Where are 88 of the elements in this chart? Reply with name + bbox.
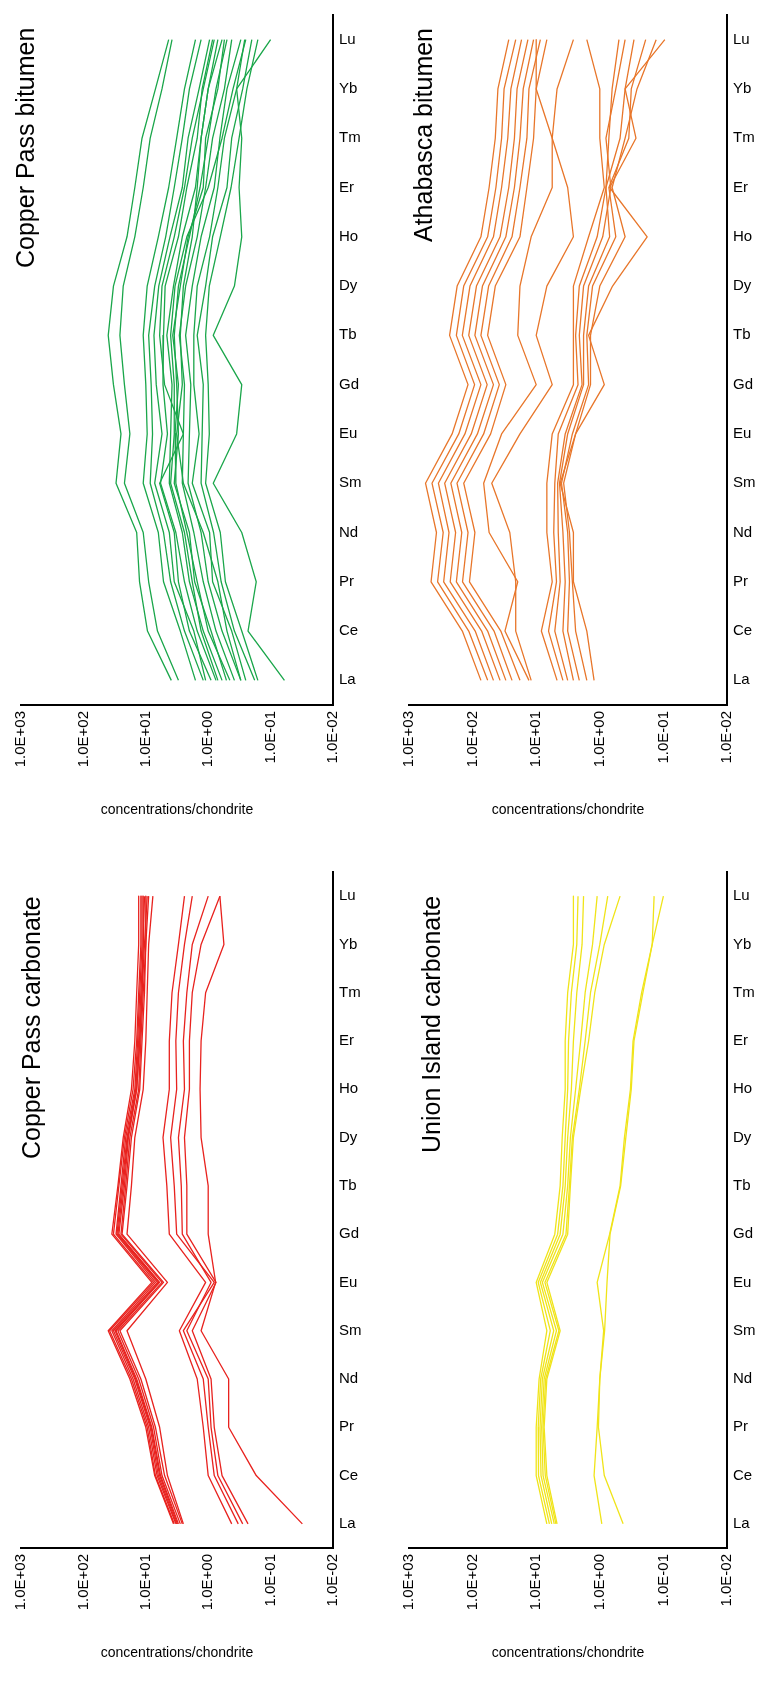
y-tick-label: Yb: [733, 79, 752, 97]
y-tick-label: Pr: [733, 571, 748, 589]
x-axis-title: concentrations/chondrite: [100, 1644, 254, 1661]
x-tick-label: 1.0E+00: [198, 711, 216, 768]
y-tick-label: Tm: [339, 128, 361, 146]
y-tick-label: Pr: [339, 571, 354, 589]
y-tick-label: Ce: [339, 621, 359, 639]
y-tick-label: Dy: [339, 1127, 358, 1145]
x-tick-label: 1.0E-02: [323, 711, 341, 764]
y-tick-label: Eu: [339, 424, 358, 442]
x-tick-label: 1.0E+03: [11, 711, 29, 768]
y-tick-label: Tb: [339, 325, 357, 343]
y-tick-label: Ce: [339, 1465, 359, 1483]
y-tick-label: Yb: [733, 934, 752, 952]
y-tick-label: Dy: [733, 276, 752, 294]
x-axis-title: concentrations/chondrite: [100, 801, 254, 818]
y-tick-label: Ho: [733, 226, 753, 244]
x-tick-label: 1.0E+01: [526, 1554, 544, 1611]
y-tick-label: Eu: [339, 1272, 358, 1290]
x-tick-label: 1.0E+02: [73, 1554, 91, 1611]
y-tick-label: Tm: [733, 982, 755, 1000]
y-tick-label: Tm: [733, 128, 755, 146]
y-tick-label: Nd: [733, 522, 753, 540]
y-tick-label: Ce: [733, 621, 753, 639]
y-tick-label: La: [733, 670, 751, 688]
y-tick-label: Er: [339, 177, 354, 195]
y-tick-label: Eu: [733, 424, 752, 442]
y-tick-label: Tb: [339, 1176, 357, 1193]
x-tick-label: 1.0E+03: [399, 711, 417, 768]
y-tick-label: Sm: [733, 473, 756, 491]
x-tick-label: 1.0E+00: [589, 1554, 607, 1611]
x-tick-label: 1.0E-01: [653, 711, 671, 764]
y-tick-label: Dy: [733, 1127, 752, 1145]
text: Copper Pass carbonate: [16, 896, 45, 1159]
y-tick-label: Dy: [339, 276, 358, 294]
y-tick-label: Pr: [733, 1417, 748, 1435]
x-tick-label: 1.0E+02: [462, 711, 480, 768]
x-tick-label: 1.0E+02: [73, 711, 91, 768]
x-tick-label: 1.0E-02: [717, 1554, 735, 1607]
x-tick-label: 1.0E+02: [462, 1554, 480, 1611]
y-tick-label: Ho: [339, 1079, 359, 1097]
text: Copper Pass bitumen: [10, 27, 39, 268]
x-tick-label: 1.0E-02: [323, 1554, 341, 1607]
x-tick-label: 1.0E+01: [135, 1554, 153, 1611]
y-tick-label: Tb: [733, 1176, 751, 1193]
y-tick-label: Er: [733, 1031, 748, 1049]
y-tick-label: Ce: [733, 1465, 753, 1483]
y-tick-label: La: [339, 670, 357, 688]
y-tick-label: Gd: [733, 1224, 754, 1242]
y-tick-label: Gd: [339, 374, 360, 392]
y-tick-label: Yb: [339, 934, 358, 952]
y-tick-label: Gd: [339, 1224, 360, 1242]
y-tick-label: Sm: [339, 1320, 362, 1338]
y-tick-label: Ho: [733, 1079, 753, 1097]
y-tick-label: Yb: [339, 79, 358, 97]
y-tick-label: La: [339, 1514, 357, 1531]
x-tick-label: 1.0E+00: [589, 711, 607, 768]
y-tick-label: Er: [733, 177, 748, 195]
text: Union Island carbonate: [416, 895, 445, 1153]
x-tick-label: 1.0E-01: [653, 1554, 671, 1607]
x-tick-label: 1.0E+03: [11, 1554, 29, 1611]
x-tick-label: 1.0E+01: [135, 711, 153, 768]
x-tick-label: 1.0E-01: [260, 711, 278, 764]
y-tick-label: Lu: [733, 886, 750, 904]
y-tick-label: La: [733, 1514, 751, 1531]
x-tick-label: 1.0E+00: [198, 1554, 216, 1611]
y-tick-label: Nd: [733, 1369, 753, 1387]
y-tick-label: Nd: [339, 1369, 359, 1387]
x-tick-label: 1.0E+01: [526, 711, 544, 768]
y-tick-label: Lu: [339, 886, 356, 904]
x-tick-label: 1.0E-02: [717, 711, 735, 764]
y-tick-label: Pr: [339, 1417, 354, 1435]
y-tick-label: Tb: [733, 325, 751, 343]
y-tick-label: Sm: [339, 473, 362, 491]
x-tick-label: 1.0E-01: [260, 1554, 278, 1607]
y-tick-label: Lu: [339, 29, 356, 47]
y-tick-label: Er: [339, 1031, 354, 1049]
y-tick-label: Lu: [733, 29, 750, 47]
x-axis-title: concentrations/chondrite: [491, 801, 645, 818]
text: Athabasca bitumen: [408, 27, 437, 242]
y-tick-label: Tm: [339, 982, 361, 1000]
y-tick-label: Sm: [733, 1320, 756, 1338]
y-tick-label: Ho: [339, 226, 359, 244]
y-tick-label: Eu: [733, 1272, 752, 1290]
y-tick-label: Nd: [339, 522, 359, 540]
y-tick-label: Gd: [733, 374, 754, 392]
x-tick-label: 1.0E+03: [399, 1554, 417, 1611]
x-axis-title: concentrations/chondrite: [491, 1644, 645, 1661]
